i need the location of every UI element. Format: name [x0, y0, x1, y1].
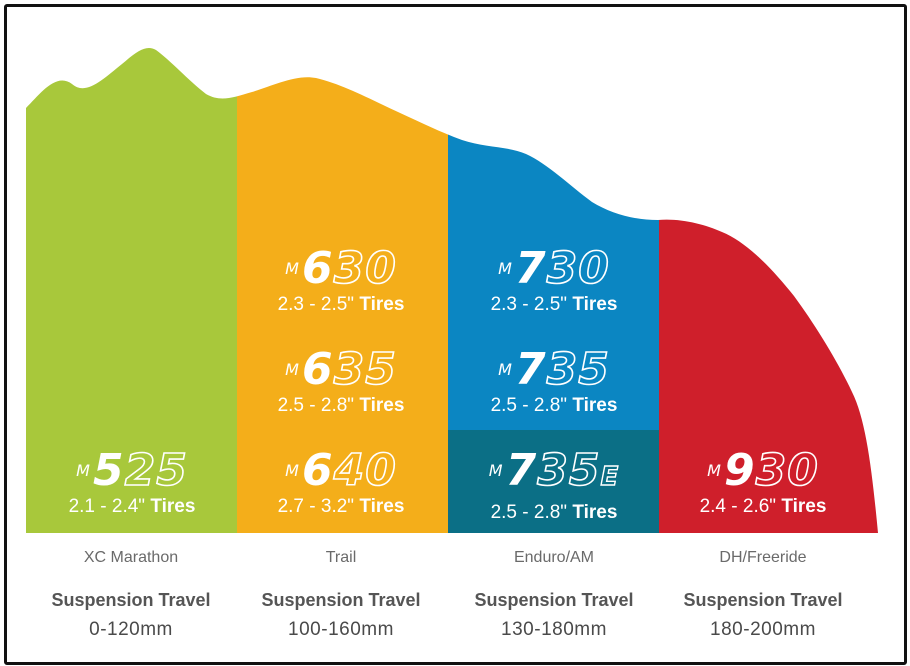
product-model-logo: M730	[498, 243, 610, 294]
product-m630: M630 2.3 - 2.5" Tires	[236, 243, 446, 317]
product-m735e: M735E 2.5 - 2.8" Tires	[449, 445, 659, 525]
product-model-logo: M735E	[488, 445, 620, 496]
suspension-travel-range: 100-160mm	[288, 619, 394, 640]
band-xc-marathon	[26, 47, 237, 533]
outer-frame	[4, 4, 907, 665]
tire-size: 2.5 - 2.8" Tires	[490, 395, 618, 416]
product-m635: M635 2.5 - 2.8" Tires	[236, 344, 446, 418]
tire-size: 2.5 - 2.8" Tires	[277, 395, 405, 416]
product-model-logo: M525	[76, 445, 188, 496]
product-model-logo: M640	[285, 445, 397, 496]
product-model-logo: M930	[707, 445, 819, 496]
band-enduro-e	[448, 430, 659, 533]
product-m730: M730 2.3 - 2.5" Tires	[449, 243, 659, 317]
tire-size: 2.7 - 3.2" Tires	[277, 496, 405, 517]
category-enduro-am: Enduro/AM	[513, 549, 595, 566]
suspension-travel-label: Suspension Travel	[261, 590, 421, 610]
tire-size: 2.5 - 2.8" Tires	[490, 502, 618, 523]
product-model-logo: M635	[285, 344, 397, 395]
product-m525: M525 2.1 - 2.4" Tires	[27, 445, 237, 519]
tire-size: 2.4 - 2.6" Tires	[699, 496, 827, 517]
product-m930: M930 2.4 - 2.6" Tires	[658, 445, 868, 519]
tire-size: 2.3 - 2.5" Tires	[277, 294, 405, 315]
suspension-travel-label: Suspension Travel	[51, 590, 211, 610]
product-m735: M735 2.5 - 2.8" Tires	[449, 344, 659, 418]
category-trail: Trail	[325, 549, 357, 566]
tire-size: 2.3 - 2.5" Tires	[490, 294, 618, 315]
tire-size: 2.1 - 2.4" Tires	[68, 496, 196, 517]
suspension-travel-label: Suspension Travel	[474, 590, 634, 610]
suspension-travel-range: 130-180mm	[501, 619, 607, 640]
band-trail	[237, 47, 448, 533]
category-dh-freeride: DH/Freeride	[719, 549, 807, 566]
suspension-travel-range: 180-200mm	[710, 619, 816, 640]
category-xc-marathon: XC Marathon	[83, 549, 179, 566]
product-model-logo: M630	[285, 243, 397, 294]
suspension-travel-label: Suspension Travel	[683, 590, 843, 610]
product-m640: M640 2.7 - 3.2" Tires	[236, 445, 446, 519]
product-model-logo: M735	[498, 344, 610, 395]
suspension-travel-range: 0-120mm	[89, 619, 173, 640]
